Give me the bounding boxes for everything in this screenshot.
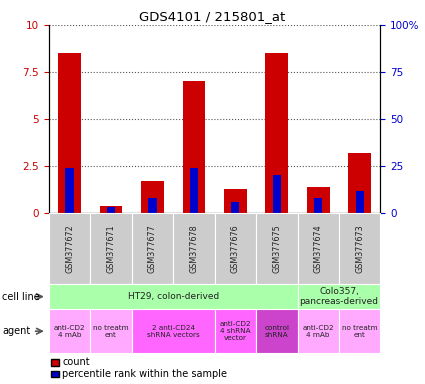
Text: GSM377677: GSM377677 <box>148 224 157 273</box>
Bar <box>190 168 198 213</box>
Text: GSM377678: GSM377678 <box>190 224 198 273</box>
Bar <box>58 53 81 213</box>
Text: GSM377672: GSM377672 <box>65 224 74 273</box>
Bar <box>355 190 364 213</box>
Text: GSM377671: GSM377671 <box>107 224 116 273</box>
Text: 2 anti-CD24
shRNA vectors: 2 anti-CD24 shRNA vectors <box>147 325 200 338</box>
Bar <box>348 153 371 213</box>
Text: cell line: cell line <box>2 291 40 302</box>
Text: Colo357,
pancreas-derived: Colo357, pancreas-derived <box>300 287 378 306</box>
Bar <box>65 168 74 213</box>
Bar <box>107 207 115 213</box>
Text: no treatm
ent: no treatm ent <box>93 325 129 338</box>
Bar <box>148 198 156 213</box>
Text: GSM377675: GSM377675 <box>272 224 281 273</box>
Bar <box>182 81 205 213</box>
Text: anti-CD2
4 shRNA
vector: anti-CD2 4 shRNA vector <box>220 321 251 341</box>
Text: count: count <box>62 358 90 367</box>
Text: no treatm
ent: no treatm ent <box>342 325 377 338</box>
Text: GSM377676: GSM377676 <box>231 224 240 273</box>
Bar <box>99 205 122 213</box>
Text: HT29, colon-derived: HT29, colon-derived <box>128 292 219 301</box>
Text: agent: agent <box>2 326 30 336</box>
Text: anti-CD2
4 mAb: anti-CD2 4 mAb <box>54 325 85 338</box>
Bar <box>141 181 164 213</box>
Text: GSM377674: GSM377674 <box>314 224 323 273</box>
Bar <box>273 175 281 213</box>
Text: percentile rank within the sample: percentile rank within the sample <box>62 369 227 379</box>
Bar <box>231 202 239 213</box>
Text: GDS4101 / 215801_at: GDS4101 / 215801_at <box>139 10 286 23</box>
Text: control
shRNA: control shRNA <box>264 325 289 338</box>
Text: GSM377673: GSM377673 <box>355 224 364 273</box>
Bar <box>307 187 330 213</box>
Bar <box>314 198 322 213</box>
Bar <box>265 53 288 213</box>
Text: anti-CD2
4 mAb: anti-CD2 4 mAb <box>303 325 334 338</box>
Bar <box>224 189 247 213</box>
